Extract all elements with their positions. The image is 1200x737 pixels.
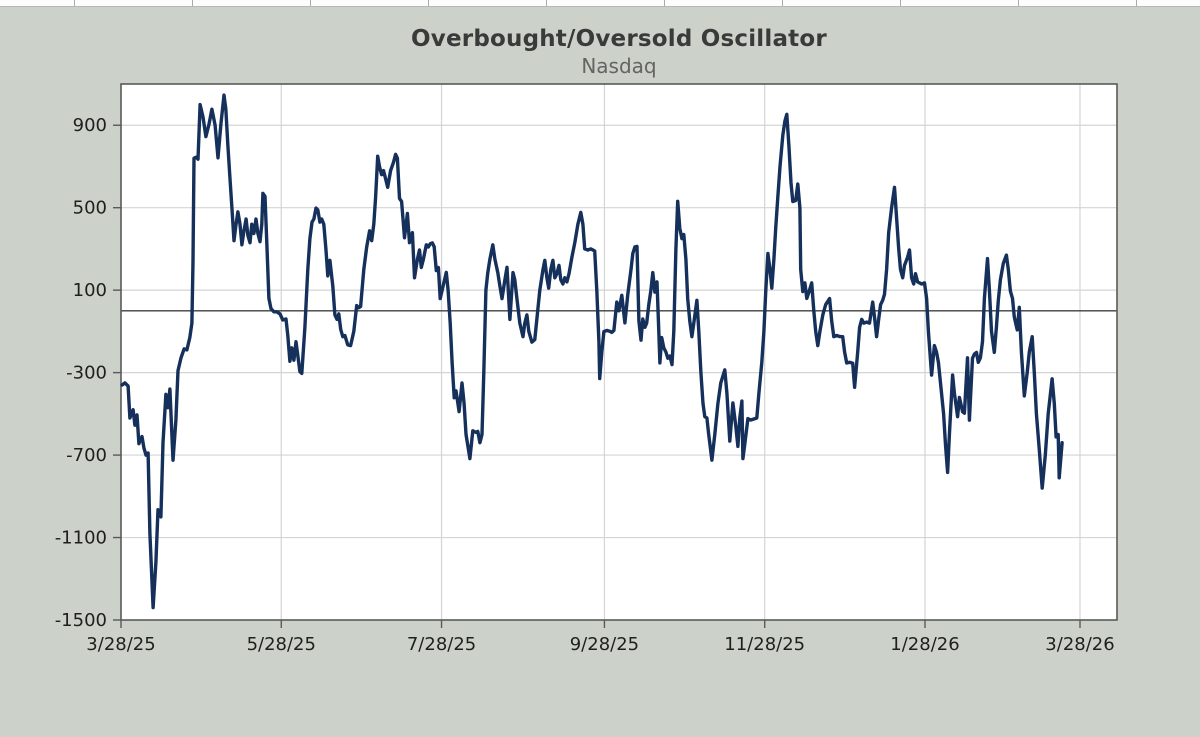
y-axis-label: 900 [73,115,107,136]
plot-border [120,83,1118,621]
y-axis-label: 100 [73,280,107,301]
x-axis-label: 3/28/26 [1045,634,1114,655]
y-axis-label: 500 [73,198,107,219]
x-axis-label: 5/28/25 [247,634,316,655]
oscillator-series-line [120,93,1064,610]
y-axis-label: -300 [66,363,107,384]
spreadsheet-row-remnant [0,0,1200,7]
chart-subtitle: Nasdaq [581,54,657,78]
x-axis-label: 7/28/25 [407,634,476,655]
chart-title: Overbought/Oversold Oscillator [411,26,827,52]
x-axis-label: 11/28/25 [724,634,805,655]
x-axis-label: 1/28/26 [890,634,959,655]
y-axis-label: -1100 [55,528,107,549]
y-axis-label: -700 [66,445,107,466]
plot-background [121,84,1117,620]
x-axis-label: 3/28/25 [86,634,155,655]
y-axis-label: -1500 [55,610,107,631]
x-axis-label: 9/28/25 [570,634,639,655]
